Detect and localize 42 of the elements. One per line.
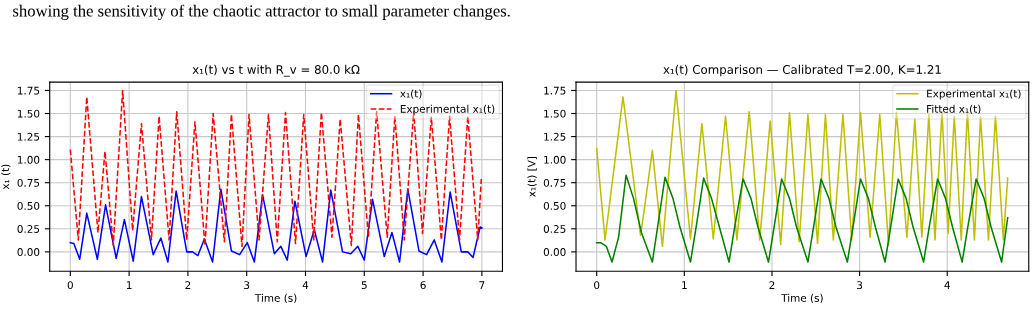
y-tick-label: 1.25	[17, 132, 40, 141]
y-axis-title: x₁(t) [V]	[527, 157, 537, 197]
chart-title: x₁(t) vs t with R_v = 80.0 kΩ	[192, 64, 360, 77]
legend-label: Experimental x₁(t)	[927, 89, 1021, 100]
x-tick-label: 0	[67, 281, 73, 290]
x-tick-label: 4	[302, 281, 309, 289]
legend-label: Experimental x₁(t)	[400, 104, 495, 115]
x-tick-label: 3	[857, 281, 863, 290]
x-tick-label: 2	[185, 281, 191, 289]
y-tick-label: 0.50	[17, 201, 40, 210]
x-tick-label: 6	[420, 281, 426, 290]
x-tick-label: 0	[594, 281, 600, 290]
y-tick-label: 1.50	[544, 109, 566, 118]
x-tick-label: 3	[244, 281, 250, 290]
legend-label: Fitted x₁(t)	[927, 104, 981, 115]
y-tick-label: 1.00	[544, 155, 566, 164]
legend-label: x₁(t)	[400, 89, 422, 99]
y-tick-label: 1.75	[544, 86, 566, 95]
line-series	[69, 188, 483, 263]
x-tick-label: 4	[944, 281, 950, 289]
x-axis-title: Time (s)	[254, 293, 297, 304]
x-tick-label: 5	[361, 281, 367, 290]
x-tick-label: 1	[126, 281, 132, 289]
y-tick-label: 0.50	[543, 201, 566, 210]
y-tick-label: 0.25	[543, 225, 566, 233]
y-axis-title: x₁ (t)	[1, 164, 11, 190]
y-tick-label: 0.75	[543, 178, 566, 187]
y-tick-label: 0.00	[17, 248, 40, 256]
y-tick-label: 1.75	[17, 86, 40, 95]
y-tick-label: 1.00	[17, 155, 40, 164]
x-tick-label: 2	[769, 281, 775, 289]
x-tick-label: 1	[682, 281, 687, 289]
text: showing the sensitivity of the chaotic attractor to small parameter changes.	[13, 4, 510, 20]
y-tick-label: 0.00	[543, 248, 566, 256]
chart-title: x₁(t) Comparison — Calibrated T=2.00, K=1.21	[663, 64, 941, 77]
line-series	[595, 174, 1009, 263]
x-tick-label: 7	[479, 281, 485, 289]
y-tick-label: 0.25	[17, 225, 40, 233]
y-tick-label: 1.50	[17, 109, 40, 118]
y-tick-label: 1.25	[544, 132, 566, 141]
x-axis-title: Time (s)	[781, 293, 823, 304]
y-tick-label: 0.75	[17, 178, 40, 187]
